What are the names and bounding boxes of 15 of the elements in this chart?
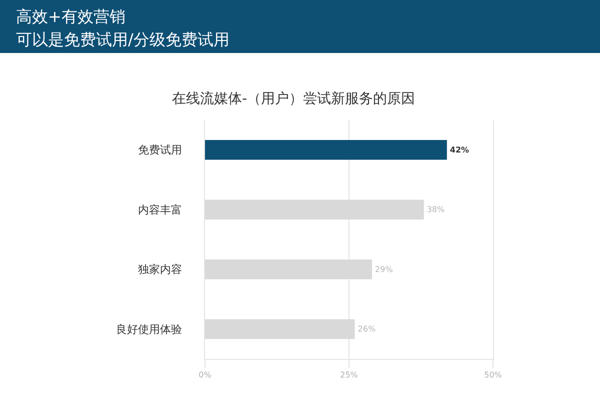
text: 高效+有效营销 <box>16 7 126 26</box>
y-tick-label: 独家内容 <box>138 263 182 276</box>
y-tick-label: 良好使用体验 <box>116 322 182 336</box>
x-tick-label: 25% <box>340 370 358 380</box>
x-tick-label: 50% <box>484 370 502 380</box>
data-label: 26% <box>358 324 376 334</box>
bar <box>205 140 447 160</box>
y-tick-label: 内容丰富 <box>138 203 182 216</box>
data-label: 29% <box>375 264 394 274</box>
chart-subtitle: 可以是免费试用/分级免费试用 <box>16 30 230 49</box>
data-label: 42% <box>450 145 470 154</box>
text: 在线流媒体-（用户）尝试新服务的原因 <box>172 91 416 107</box>
x-tick-label: 0% <box>198 370 212 380</box>
data-label: 38% <box>426 205 446 214</box>
y-tick-label: 免费试用 <box>138 144 182 157</box>
